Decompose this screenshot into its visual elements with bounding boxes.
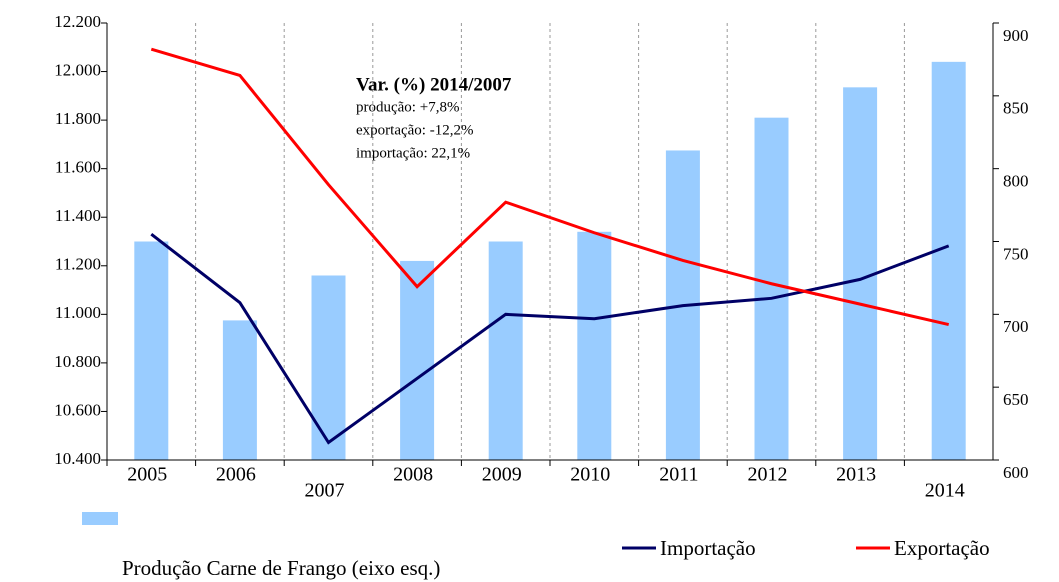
- y-tick-label: 11.600: [55, 158, 101, 177]
- y-tick-label: 12.200: [54, 12, 101, 31]
- y2-tick-label: 750: [1003, 244, 1029, 263]
- legend-label: Exportação: [894, 536, 990, 560]
- legend: Produção Carne de Frango (eixo esq.) Impo…: [82, 512, 990, 580]
- plot: 10.400 10.600 10.800 11.000 11.200 11.400 11.6…: [54, 12, 1028, 580]
- x-tick-label: 2006: [216, 464, 256, 486]
- y-tick-label: 10.600: [54, 400, 101, 419]
- x-tick-label: 2012: [748, 464, 788, 486]
- bar: [488, 241, 523, 460]
- annotation-line: importação: 22,1%: [356, 145, 470, 161]
- bar: [311, 275, 346, 460]
- x-tick-label: 2013: [836, 464, 876, 486]
- y-tick-label: 12.000: [54, 60, 101, 79]
- line: [150, 233, 950, 445]
- y-tick-label: 10.400: [54, 449, 101, 468]
- legend-swatch: [82, 512, 118, 525]
- x-tick-label: 2010: [570, 464, 610, 486]
- bar: [931, 61, 966, 460]
- y-tick-label: 11.200: [55, 255, 101, 274]
- x-tick-label: 2014: [925, 480, 965, 502]
- bar: [577, 231, 612, 460]
- y2-tick-label: 900: [1003, 26, 1029, 45]
- x-tick-label: 2005: [127, 464, 167, 486]
- x-tick-label: 2007: [305, 480, 345, 502]
- line: [150, 47, 950, 326]
- y-tick-label: 11.800: [55, 109, 101, 128]
- annotation-line: produção: +7,8%: [356, 99, 459, 115]
- x-tick-label: 2009: [482, 464, 522, 486]
- annotation: Var. (%) 2014/2007 produção: +7,8% expor…: [356, 74, 512, 161]
- bar: [754, 117, 789, 460]
- bar: [134, 241, 169, 460]
- x-tick-label: 2011: [659, 464, 698, 486]
- legend-label: Produção Carne de Frango (eixo esq.): [122, 556, 440, 580]
- bar: [400, 260, 435, 460]
- y2-tick-label: 600: [1003, 463, 1029, 482]
- y-tick-label: 11.400: [55, 206, 101, 225]
- bar: [222, 320, 257, 460]
- y-tick-label: 10.800: [54, 352, 101, 371]
- annotation-title: Var. (%) 2014/2007: [356, 74, 512, 95]
- y2-tick-label: 650: [1003, 390, 1029, 409]
- y-tick-label: 11.000: [55, 303, 101, 322]
- y2-tick-label: 700: [1003, 317, 1029, 336]
- annotation-line: exportação: -12,2%: [356, 122, 473, 138]
- y2-tick-label: 800: [1003, 172, 1029, 191]
- x-tick-label: 2008: [393, 464, 433, 486]
- y2-tick-label: 850: [1003, 99, 1029, 118]
- legend-label: Importação: [660, 536, 756, 560]
